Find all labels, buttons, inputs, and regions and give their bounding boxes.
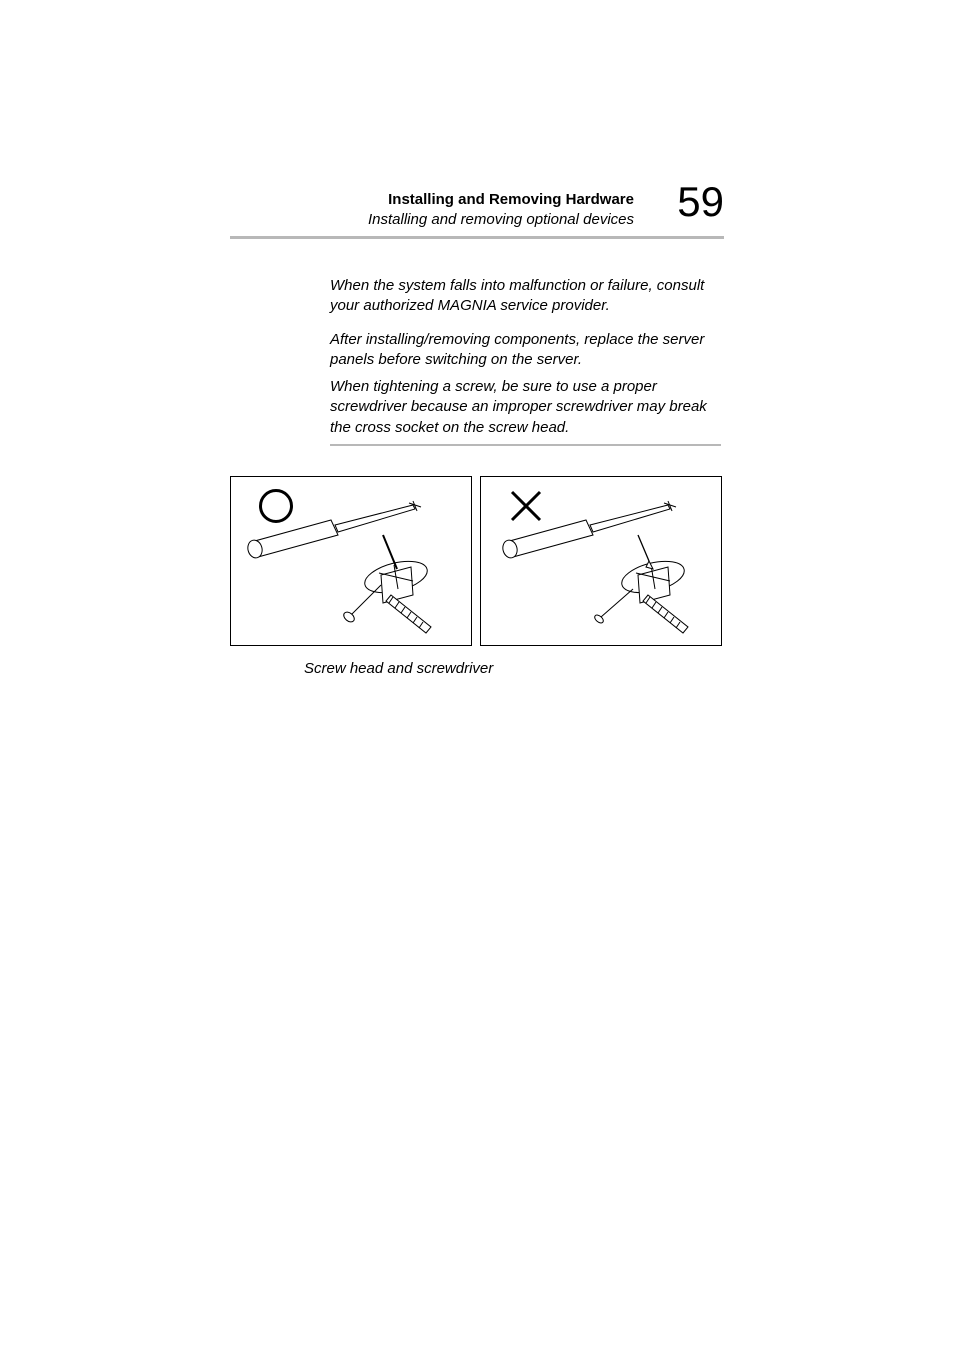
figure-correct <box>230 476 472 646</box>
running-header: Installing and Removing Hardware Install… <box>230 190 724 229</box>
figure-incorrect <box>480 476 722 646</box>
incorrect-mark-icon <box>509 489 543 523</box>
correct-mark-icon <box>259 489 293 523</box>
section-title: Installing and removing optional devices <box>230 210 634 230</box>
header-text-block: Installing and Removing Hardware Install… <box>230 190 724 229</box>
note-end-rule <box>330 444 721 446</box>
page: Installing and Removing Hardware Install… <box>0 0 954 1351</box>
note-paragraph-3: When tightening a screw, be sure to use … <box>330 377 721 438</box>
note-paragraph-1: When the system falls into malfunction o… <box>330 276 721 317</box>
page-number: 59 <box>677 178 724 226</box>
figure-caption: Screw head and screwdriver <box>304 660 493 677</box>
note-paragraph-2: After installing/removing components, re… <box>330 330 721 371</box>
chapter-title: Installing and Removing Hardware <box>230 190 634 210</box>
figure-row <box>230 476 721 646</box>
header-rule <box>230 236 724 239</box>
